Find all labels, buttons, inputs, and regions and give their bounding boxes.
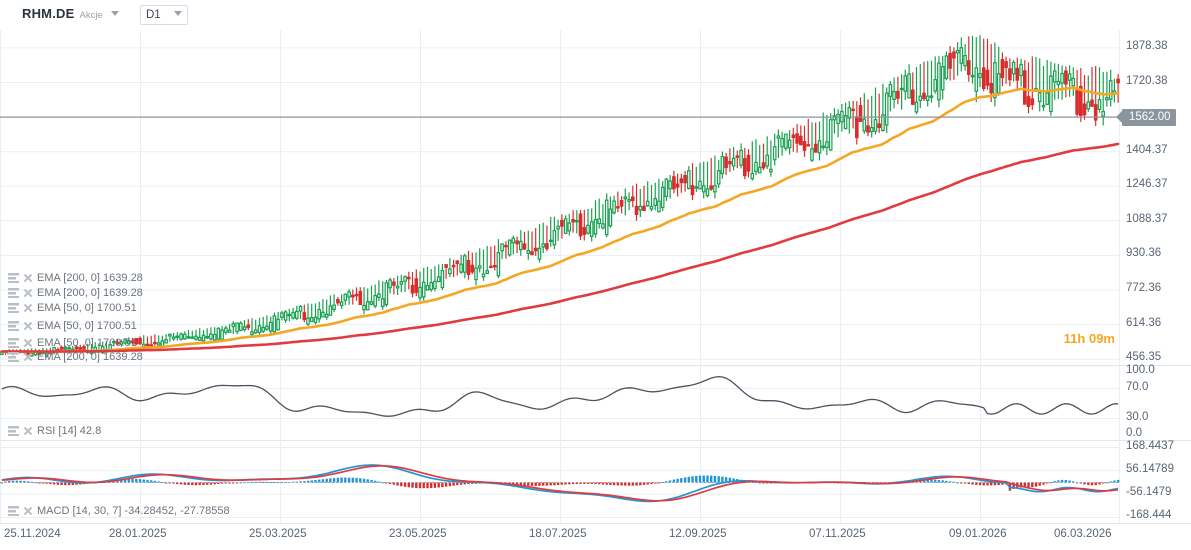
date-axis[interactable]: 25.11.2024 28.01.2025 25.03.2025 23.05.2025… xyxy=(0,523,1191,550)
settings-icon[interactable] xyxy=(8,506,19,516)
chart-header: RHM.DE Akcje D1 xyxy=(0,0,1191,30)
price-plot-area[interactable] xyxy=(0,30,1120,365)
close-icon[interactable] xyxy=(23,273,33,283)
macd-legend[interactable]: MACD [14, 30, 7] -34.28452, -27.78558 xyxy=(8,505,230,517)
close-icon[interactable] xyxy=(23,426,33,436)
date-tick-label: 25.03.2025 xyxy=(249,528,307,540)
date-tick-label: 18.07.2025 xyxy=(529,528,587,540)
rsi-tick-label: 30.0 xyxy=(1126,410,1149,423)
price-legend-label: EMA [50, 0] 1700.51 xyxy=(37,302,137,314)
rsi-tick-label: 0.0 xyxy=(1126,427,1142,439)
price-legend-label: EMA [50, 0] 1700.51 xyxy=(37,320,137,332)
price-tick-label: 1246.37 xyxy=(1126,178,1168,191)
rsi-panel[interactable]: 100.0 70.0 30.0 0.0 xyxy=(0,364,1191,440)
date-tick-label: 12.09.2025 xyxy=(669,528,727,540)
price-indicator-legend[interactable]: EMA [50, 0] 1700.51 xyxy=(8,302,137,314)
price-tick-label: 1404.37 xyxy=(1126,143,1168,156)
macd-axis[interactable]: 168.4437 56.14789 -56.1479 -168.444 xyxy=(1120,439,1191,523)
settings-icon[interactable] xyxy=(8,426,19,436)
close-icon[interactable] xyxy=(23,321,33,331)
price-tick-label: 456.35 xyxy=(1126,351,1162,364)
settings-icon[interactable] xyxy=(8,273,19,283)
price-indicator-legend[interactable]: EMA [200, 0] 1639.28 xyxy=(8,351,143,363)
settings-icon[interactable] xyxy=(8,352,19,362)
macd-tick-label: -56.1479 xyxy=(1126,486,1172,499)
settings-icon[interactable] xyxy=(8,303,19,313)
current-price-tag[interactable]: 1562.00 xyxy=(1122,108,1176,126)
macd-tick-label: 168.4437 xyxy=(1126,439,1174,452)
macd-tick-label: -168.444 xyxy=(1126,509,1172,522)
close-icon[interactable] xyxy=(23,338,33,348)
date-tick-label: 28.01.2025 xyxy=(109,528,167,540)
timeframe-selector[interactable]: D1 xyxy=(140,5,188,25)
settings-icon[interactable] xyxy=(8,338,19,348)
price-tick-label: 614.36 xyxy=(1126,316,1162,329)
price-legend-label: EMA [50, 0] 1700.51 xyxy=(37,337,137,349)
price-tick-label: 1878.38 xyxy=(1126,39,1168,52)
macd-legend-label: MACD [14, 30, 7] -34.28452, -27.78558 xyxy=(37,505,230,517)
date-tick-label: 09.01.2026 xyxy=(949,528,1007,540)
rsi-tick-label: 100.0 xyxy=(1126,364,1155,376)
date-tick-label: 23.05.2025 xyxy=(389,528,447,540)
rsi-legend[interactable]: RSI [14] 42.8 xyxy=(8,425,101,437)
date-tick-label: 06.03.2026 xyxy=(1054,528,1112,540)
close-icon[interactable] xyxy=(23,288,33,298)
rsi-tick-label: 70.0 xyxy=(1126,380,1149,393)
price-indicator-legend[interactable]: EMA [50, 0] 1700.51 xyxy=(8,320,137,332)
symbol-selector[interactable]: RHM.DE Akcje xyxy=(22,6,119,21)
rsi-legend-label: RSI [14] 42.8 xyxy=(37,425,102,437)
price-legend-label: EMA [200, 0] 1639.28 xyxy=(37,351,143,363)
close-icon[interactable] xyxy=(23,352,33,362)
date-tick-label: 07.11.2025 xyxy=(809,528,866,540)
price-legend-label: EMA [200, 0] 1639.28 xyxy=(37,272,143,284)
close-icon[interactable] xyxy=(23,506,33,516)
rsi-plot-area[interactable] xyxy=(0,366,1120,440)
macd-plot-area[interactable] xyxy=(0,441,1120,523)
chevron-down-icon[interactable] xyxy=(174,10,182,16)
price-tick-label: 1720.38 xyxy=(1126,74,1168,87)
price-legend-label: EMA [200, 0] 1639.28 xyxy=(37,287,143,299)
bar-countdown: 11h 09m xyxy=(1063,331,1115,346)
price-tick-label: 772.36 xyxy=(1126,282,1162,294)
rsi-axis[interactable]: 100.0 70.0 30.0 0.0 xyxy=(1120,364,1191,440)
close-icon[interactable] xyxy=(23,303,33,313)
macd-panel[interactable]: 168.4437 56.14789 -56.1479 -168.444 xyxy=(0,440,1191,523)
price-indicator-legend[interactable]: EMA [200, 0] 1639.28 xyxy=(8,287,143,299)
timeframe-label: D1 xyxy=(146,9,161,21)
settings-icon[interactable] xyxy=(8,288,19,298)
date-tick-label: 25.11.2024 xyxy=(4,528,61,540)
price-indicator-legend[interactable]: EMA [200, 0] 1639.28 xyxy=(8,272,143,284)
macd-tick-label: 56.14789 xyxy=(1126,462,1174,475)
price-panel[interactable]: 1878.38 1720.38 1404.37 1246.37 1088.37 930.3… xyxy=(0,30,1191,365)
symbol-name: RHM.DE xyxy=(22,6,75,21)
price-tick-label: 1088.37 xyxy=(1126,212,1168,225)
price-tick-label: 930.36 xyxy=(1126,247,1162,260)
price-indicator-legend[interactable]: EMA [50, 0] 1700.51 xyxy=(8,337,137,349)
chevron-down-icon[interactable] xyxy=(110,11,119,16)
price-axis[interactable]: 1878.38 1720.38 1404.37 1246.37 1088.37 930.3… xyxy=(1120,30,1191,365)
symbol-subtitle: Akcje xyxy=(79,10,103,21)
settings-icon[interactable] xyxy=(8,321,19,331)
